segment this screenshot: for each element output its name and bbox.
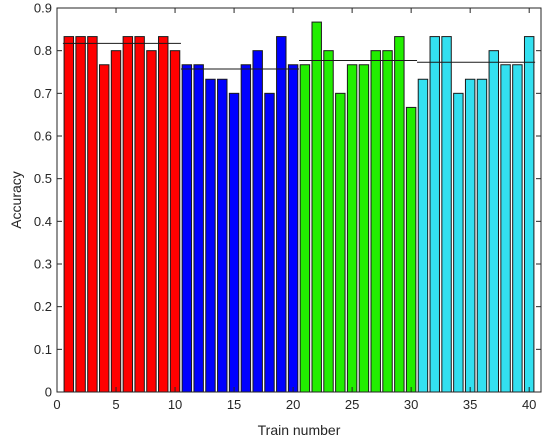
bar-34 (453, 92, 464, 393)
bar-1 (63, 36, 75, 393)
y-tick-label: 0.8 (34, 43, 52, 58)
x-tick-label: 25 (345, 397, 359, 412)
bar-24 (335, 92, 346, 393)
y-tick-label: 0.2 (34, 299, 52, 314)
bar-28 (382, 50, 393, 393)
bar-18 (264, 92, 275, 393)
x-tick-label: 20 (286, 397, 300, 412)
bar-10 (169, 50, 181, 393)
bar-4 (99, 64, 110, 393)
bar-32 (429, 36, 440, 393)
mean-lines-layer (62, 42, 536, 70)
bar-30 (405, 106, 417, 393)
y-tick-label: 0.7 (34, 86, 52, 101)
bar-33 (441, 36, 452, 393)
axes-layer: 0 5 10 15 20 25 30 35 40 0 0.1 0.2 0.3 0.4 0.5 0.6 0.7 0.… (34, 1, 542, 412)
bar-21 (299, 64, 311, 393)
bar-15 (228, 92, 240, 393)
bar-3 (87, 36, 98, 393)
x-tick-label: 35 (463, 397, 477, 412)
x-tick-label: 5 (112, 397, 119, 412)
bar-11 (181, 64, 193, 393)
bar-37 (488, 50, 499, 393)
bar-8 (146, 50, 157, 393)
bar-20 (287, 64, 299, 393)
y-tick-label: 0.9 (34, 1, 52, 16)
bar-17 (252, 50, 263, 393)
x-tick-label: 10 (168, 397, 182, 412)
y-axis-title: Accuracy (8, 171, 24, 229)
y-tick-label: 0.6 (34, 129, 52, 144)
y-tick-label: 0.4 (34, 214, 52, 229)
bar-6 (122, 36, 134, 393)
y-tick-label: 0.5 (34, 171, 52, 186)
bar-2 (75, 36, 86, 393)
bar-9 (158, 36, 169, 393)
bar-19 (276, 36, 287, 393)
plot-frame (56, 7, 542, 393)
bar-36 (476, 78, 488, 393)
bar-38 (500, 64, 511, 393)
bar-16 (240, 64, 252, 393)
y-tick-label: 0.3 (34, 257, 52, 272)
bar-27 (370, 50, 381, 393)
y-tick-label: 0.1 (34, 342, 52, 357)
bar-22 (311, 21, 322, 393)
bar-29 (394, 36, 405, 393)
x-tick-label: 0 (53, 397, 60, 412)
y-tick-label: 0 (45, 385, 52, 400)
x-axis-title: Train number (258, 422, 341, 438)
bar-7 (134, 36, 145, 393)
bar-5 (110, 50, 122, 393)
bars-layer (63, 21, 535, 393)
bar-14 (217, 78, 228, 393)
bar-40 (523, 36, 535, 393)
bar-26 (358, 64, 370, 393)
x-tick-label: 40 (522, 397, 536, 412)
bar-39 (512, 64, 523, 393)
bar-35 (464, 78, 476, 393)
bar-23 (323, 50, 334, 393)
bar-12 (193, 64, 204, 393)
x-tick-label: 30 (404, 397, 418, 412)
bar-31 (417, 78, 429, 393)
bar-25 (346, 64, 358, 393)
bar-13 (205, 78, 216, 393)
x-tick-label: 15 (227, 397, 241, 412)
